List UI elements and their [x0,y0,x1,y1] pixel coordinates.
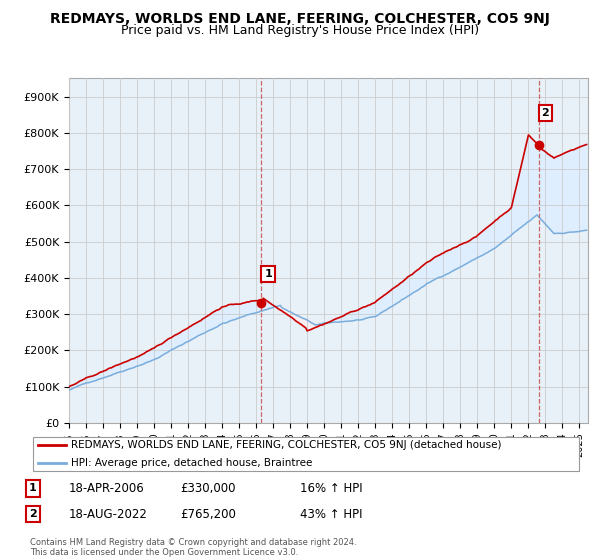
Text: REDMAYS, WORLDS END LANE, FEERING, COLCHESTER, CO5 9NJ (detached house): REDMAYS, WORLDS END LANE, FEERING, COLCH… [71,440,502,450]
FancyBboxPatch shape [33,437,579,472]
Text: Price paid vs. HM Land Registry's House Price Index (HPI): Price paid vs. HM Land Registry's House … [121,24,479,36]
Text: 1: 1 [264,269,272,279]
Text: Contains HM Land Registry data © Crown copyright and database right 2024.
This d: Contains HM Land Registry data © Crown c… [30,538,356,557]
Text: 2: 2 [542,108,550,118]
Text: 2: 2 [29,509,37,519]
Text: REDMAYS, WORLDS END LANE, FEERING, COLCHESTER, CO5 9NJ: REDMAYS, WORLDS END LANE, FEERING, COLCH… [50,12,550,26]
Text: £330,000: £330,000 [180,482,235,495]
Text: 18-AUG-2022: 18-AUG-2022 [69,507,148,521]
Text: HPI: Average price, detached house, Braintree: HPI: Average price, detached house, Brai… [71,458,313,468]
Text: £765,200: £765,200 [180,507,236,521]
Text: 16% ↑ HPI: 16% ↑ HPI [300,482,362,495]
Text: 43% ↑ HPI: 43% ↑ HPI [300,507,362,521]
Text: 18-APR-2006: 18-APR-2006 [69,482,145,495]
Text: 1: 1 [29,483,37,493]
